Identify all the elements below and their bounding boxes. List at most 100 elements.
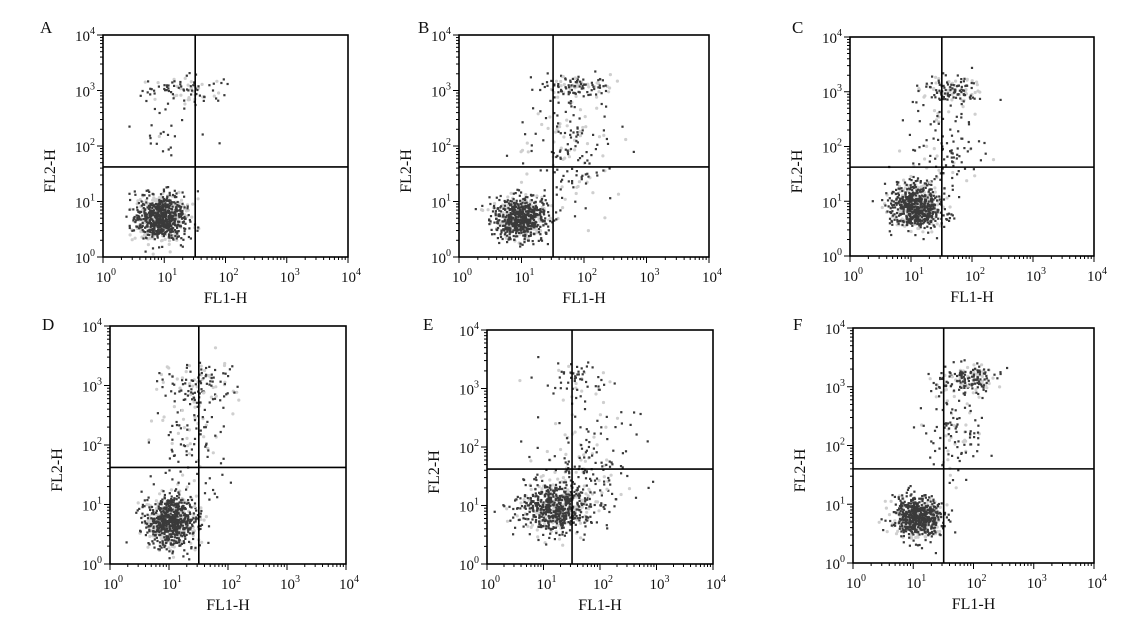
data-point bbox=[524, 133, 526, 135]
data-point bbox=[903, 213, 905, 215]
data-point bbox=[576, 131, 578, 133]
data-point bbox=[911, 195, 913, 197]
data-point bbox=[512, 231, 514, 233]
data-point bbox=[172, 543, 174, 545]
data-point bbox=[514, 219, 516, 221]
data-point bbox=[181, 409, 184, 412]
data-point bbox=[958, 85, 960, 87]
data-point bbox=[151, 540, 153, 542]
data-point bbox=[603, 129, 605, 131]
data-point bbox=[562, 175, 564, 177]
data-point bbox=[577, 185, 580, 188]
data-point bbox=[914, 213, 916, 215]
data-point bbox=[541, 240, 543, 242]
data-point bbox=[884, 204, 886, 206]
y-tick-label: 101 bbox=[82, 496, 102, 515]
data-point bbox=[540, 169, 542, 171]
data-point bbox=[919, 189, 921, 191]
data-point bbox=[171, 237, 173, 239]
data-point bbox=[931, 96, 933, 98]
x-tick-label: 103 bbox=[280, 574, 300, 593]
data-point bbox=[174, 221, 176, 223]
data-point bbox=[517, 496, 519, 498]
data-point bbox=[917, 209, 919, 211]
data-point bbox=[595, 107, 598, 110]
data-point bbox=[186, 524, 188, 526]
data-point bbox=[956, 154, 958, 156]
data-point bbox=[172, 550, 174, 552]
y-axis-title: FL2-H bbox=[398, 149, 415, 193]
data-point bbox=[898, 149, 901, 152]
data-point bbox=[553, 471, 556, 474]
data-point bbox=[174, 235, 176, 237]
data-point bbox=[898, 223, 900, 225]
data-point bbox=[144, 499, 146, 501]
data-point bbox=[915, 180, 917, 182]
data-point bbox=[181, 532, 183, 534]
data-point bbox=[954, 90, 956, 92]
data-point bbox=[129, 233, 132, 236]
data-point bbox=[193, 479, 196, 482]
data-point bbox=[182, 555, 184, 557]
data-point bbox=[126, 541, 128, 543]
data-point bbox=[170, 147, 172, 149]
data-point bbox=[525, 172, 528, 175]
data-point bbox=[498, 219, 500, 221]
data-point bbox=[212, 89, 214, 91]
data-point bbox=[555, 211, 557, 213]
data-point bbox=[899, 199, 901, 201]
data-point bbox=[194, 547, 196, 549]
data-point bbox=[171, 81, 173, 83]
data-point bbox=[522, 121, 524, 123]
data-point bbox=[193, 512, 195, 514]
data-point bbox=[895, 216, 897, 218]
data-point bbox=[500, 231, 502, 233]
data-point bbox=[489, 203, 491, 205]
data-point bbox=[602, 134, 605, 137]
data-point bbox=[128, 126, 130, 128]
data-point bbox=[166, 548, 168, 550]
data-point bbox=[507, 217, 509, 219]
data-point bbox=[156, 530, 158, 532]
y-tick-label: 103 bbox=[822, 83, 842, 102]
data-point bbox=[581, 178, 583, 180]
data-point bbox=[202, 416, 204, 418]
data-point bbox=[152, 542, 154, 544]
data-point bbox=[928, 211, 930, 213]
data-point bbox=[202, 391, 205, 394]
data-point bbox=[901, 224, 903, 226]
data-point bbox=[531, 144, 533, 146]
data-point bbox=[179, 81, 181, 83]
data-point bbox=[933, 195, 935, 197]
data-point bbox=[186, 526, 188, 528]
data-point bbox=[194, 502, 196, 504]
data-point bbox=[215, 395, 218, 398]
x-axis-title: FL1-H bbox=[562, 290, 606, 307]
data-point bbox=[154, 534, 156, 536]
data-point bbox=[969, 96, 971, 98]
data-point bbox=[191, 448, 193, 450]
data-point bbox=[184, 393, 186, 395]
data-point bbox=[520, 230, 522, 232]
data-point bbox=[188, 214, 190, 216]
data-point bbox=[971, 67, 973, 69]
data-point bbox=[173, 497, 175, 499]
data-point bbox=[176, 534, 178, 536]
data-point bbox=[534, 488, 536, 490]
data-point bbox=[971, 82, 973, 84]
data-point bbox=[909, 178, 911, 180]
data-point bbox=[621, 126, 623, 128]
data-point bbox=[968, 141, 970, 143]
data-point bbox=[151, 124, 153, 126]
data-point bbox=[925, 145, 928, 148]
data-point bbox=[175, 192, 177, 194]
data-point bbox=[168, 206, 170, 208]
y-axis-title: FL2-H bbox=[789, 149, 806, 193]
data-point bbox=[160, 503, 162, 505]
data-point bbox=[142, 203, 144, 205]
data-point bbox=[502, 215, 504, 217]
data-point bbox=[212, 451, 215, 454]
x-tick-label: 100 bbox=[96, 267, 116, 286]
data-point bbox=[147, 189, 149, 191]
